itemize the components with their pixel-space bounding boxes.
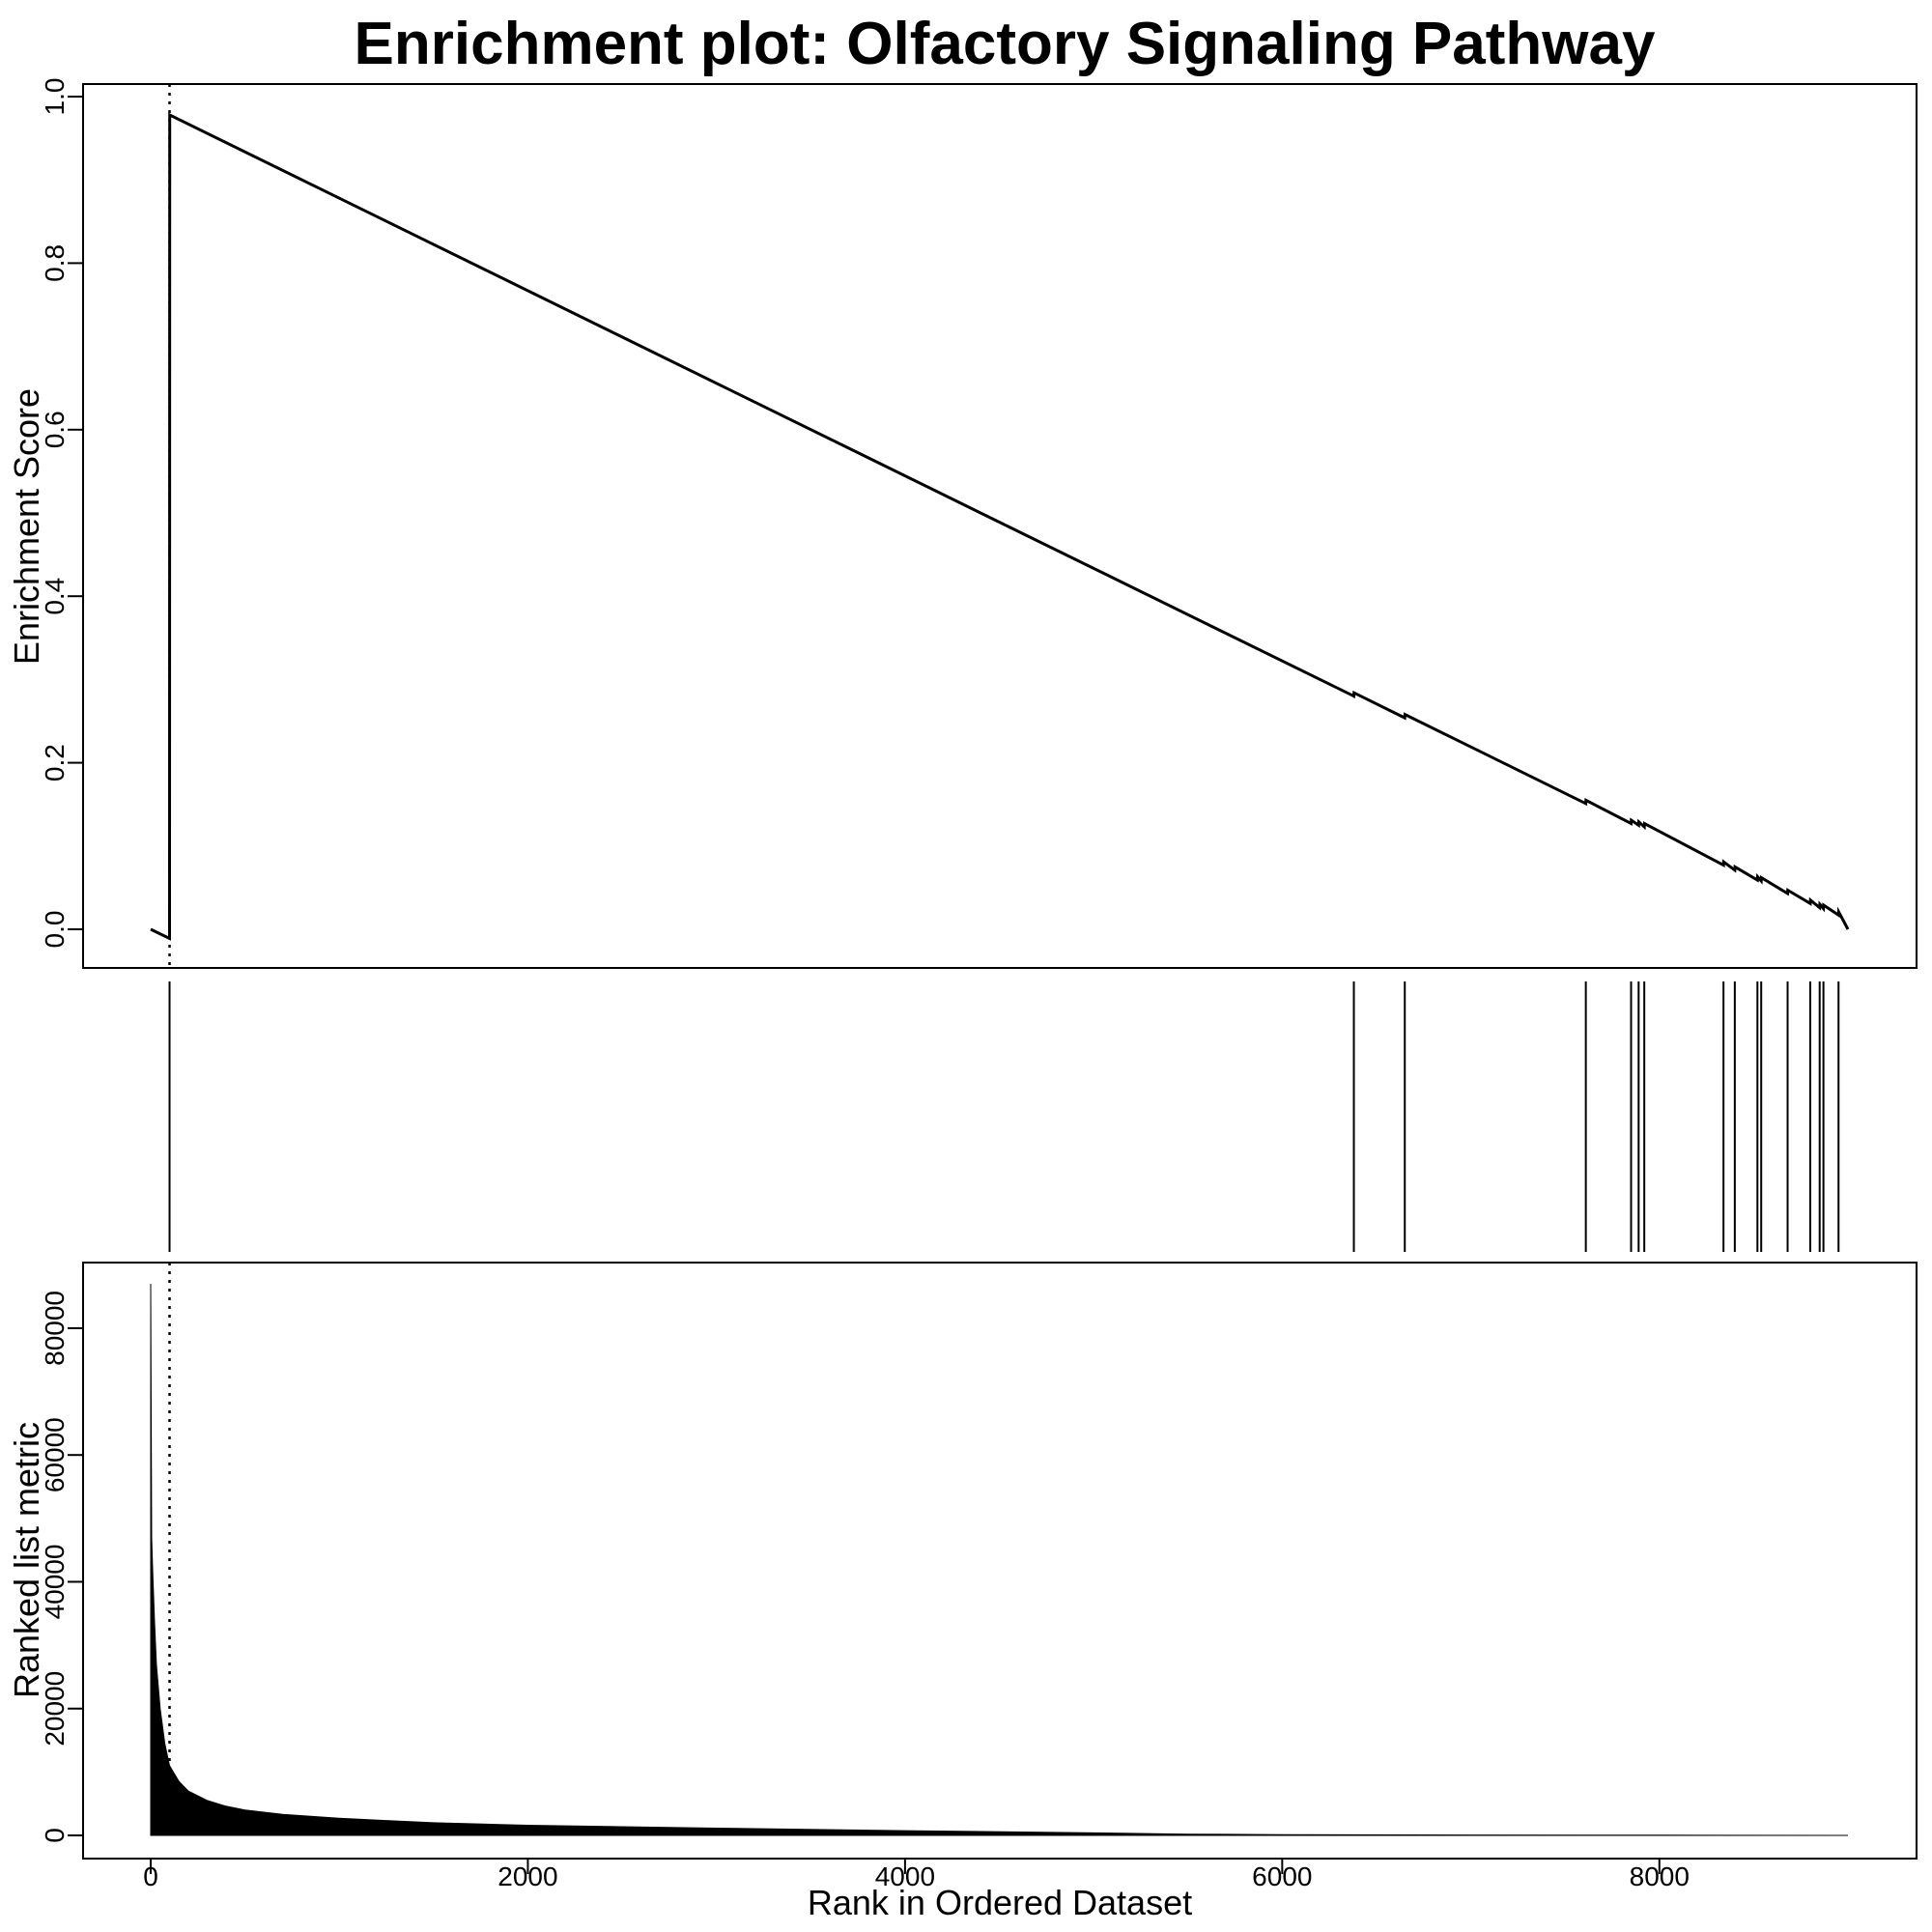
enrichment-y-tick-label: 0.2 — [40, 744, 70, 781]
ranked-x-tick-label: 4000 — [875, 1861, 935, 1891]
ranked-y-axis: 0 20000 40000 60000 80000 — [40, 1291, 84, 1843]
ranked-x-axis: 0 2000 4000 6000 8000 — [143, 1858, 1690, 1891]
ranked-y-tick-label: 0 — [40, 1828, 70, 1843]
ranked-y-tick-label: 80000 — [40, 1291, 70, 1366]
ranked-x-tick-label: 8000 — [1630, 1861, 1690, 1891]
enrichment-score-line — [150, 112, 1850, 941]
ranked-x-tick-label: 0 — [143, 1861, 158, 1891]
ranked-x-tick-label: 6000 — [1252, 1861, 1312, 1891]
ranked-x-axis-title: Rank in Ordered Dataset — [808, 1883, 1192, 1922]
ranked-y-axis-title: Ranked list metric — [7, 1422, 46, 1698]
enrichment-y-axis: 0.0 0.2 0.4 0.6 0.8 1.0 — [40, 78, 84, 949]
enrichment-y-tick-label: 0.6 — [40, 411, 70, 448]
enrichment-y-tick-label: 0.0 — [40, 911, 70, 949]
ranked-panel-frame — [82, 1262, 1918, 1860]
ranked-y-tick-label: 40000 — [40, 1545, 70, 1620]
chart-title: Enrichment plot: Olfactory Signaling Pat… — [355, 11, 1656, 77]
ranked-metric-area — [150, 1283, 1849, 1836]
enrichment-panel-frame — [82, 83, 1918, 969]
enrichment-y-tick-label: 0.4 — [40, 578, 70, 615]
hit-barcode — [168, 981, 1840, 1252]
enrichment-y-axis-title: Enrichment Score — [7, 388, 46, 665]
ranked-x-tick-label: 2000 — [497, 1861, 557, 1891]
enrichment-y-tick-label: 0.8 — [40, 244, 70, 282]
ranked-y-tick-label: 60000 — [40, 1417, 70, 1492]
enrichment-y-tick-label: 1.0 — [40, 78, 70, 116]
ranked-y-tick-label: 20000 — [40, 1671, 70, 1747]
